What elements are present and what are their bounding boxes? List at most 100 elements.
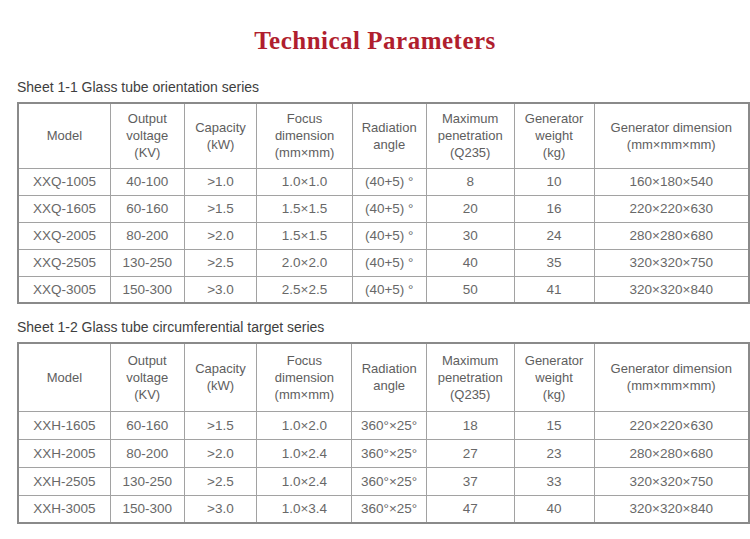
table-cell: XXQ-2505 xyxy=(18,249,111,276)
table-cell: 80-200 xyxy=(111,222,185,249)
table-cell: >3.0 xyxy=(184,276,257,303)
table-cell: XXQ-3005 xyxy=(18,276,111,303)
header-row: ModelOutput voltage (KV)Capacity (kW)Foc… xyxy=(18,103,749,168)
column-header: Generator weight (kg) xyxy=(514,103,594,168)
table-cell: 160×180×540 xyxy=(594,168,749,195)
table-cell: 220×220×630 xyxy=(594,411,749,439)
table-caption-sheet-1-2: Sheet 1-2 Glass tube circumferential tar… xyxy=(17,319,750,335)
table-row: XXH-200580-200>2.01.0×2.4360°×25°2723280… xyxy=(18,439,749,467)
table-cell: 41 xyxy=(514,276,594,303)
table-cell: (40+5) ° xyxy=(352,222,426,249)
table-row: XXQ-200580-200>2.01.5×1.5(40+5) °3024280… xyxy=(18,222,749,249)
table-cell: 15 xyxy=(514,411,594,439)
table-cell: 47 xyxy=(426,495,514,523)
page-title: Technical Parameters xyxy=(0,26,750,55)
glass-tube-orientation-table: ModelOutput voltage (KV)Capacity (kW)Foc… xyxy=(17,102,750,304)
table-cell: 60-160 xyxy=(111,195,185,222)
column-header: Focus dimension (mm×mm) xyxy=(257,343,352,411)
table-cell: 2.5×2.5 xyxy=(257,276,352,303)
table-cell: 20 xyxy=(426,195,514,222)
table-cell: 320×320×750 xyxy=(594,249,749,276)
table-cell: >2.5 xyxy=(184,467,257,495)
page: Technical Parameters Sheet 1-1 Glass tub… xyxy=(0,26,750,539)
table-cell: 10 xyxy=(514,168,594,195)
table-cell: 360°×25° xyxy=(352,467,426,495)
table-cell: XXH-1605 xyxy=(18,411,110,439)
table-cell: >1.0 xyxy=(184,168,257,195)
header-row: ModelOutput voltage (KV)Capacity (kW)Foc… xyxy=(18,343,749,411)
table-row: XXH-2505130-250>2.51.0×2.4360°×25°373332… xyxy=(18,467,749,495)
table-cell: 360°×25° xyxy=(352,439,426,467)
table-cell: (40+5) ° xyxy=(352,168,426,195)
table-cell: 1.5×1.5 xyxy=(257,195,352,222)
column-header: Capacity (kW) xyxy=(184,103,257,168)
table-cell: 40-100 xyxy=(111,168,185,195)
table-cell: 1.0×2.0 xyxy=(257,411,352,439)
table-cell: 24 xyxy=(514,222,594,249)
table-cell: 130-250 xyxy=(111,249,185,276)
column-header: Generator weight (kg) xyxy=(514,343,594,411)
column-header: Radiation angle xyxy=(352,103,426,168)
table-cell: 80-200 xyxy=(110,439,184,467)
table-cell: 50 xyxy=(426,276,514,303)
table-cell: 27 xyxy=(426,439,514,467)
table-cell: XXH-2005 xyxy=(18,439,110,467)
table-cell: 1.0×3.4 xyxy=(257,495,352,523)
table-cell: 1.0×1.0 xyxy=(257,168,352,195)
table-cell: 60-160 xyxy=(110,411,184,439)
table-cell: 150-300 xyxy=(110,495,184,523)
column-header: Model xyxy=(18,103,111,168)
column-header: Generator dimension (mm×mm×mm) xyxy=(594,103,749,168)
column-header: Maximum penetration (Q235) xyxy=(426,343,514,411)
table-cell: 360°×25° xyxy=(352,495,426,523)
table-cell: 40 xyxy=(426,249,514,276)
table-cell: XXQ-1005 xyxy=(18,168,111,195)
table-cell: 30 xyxy=(426,222,514,249)
table-cell: >2.5 xyxy=(184,249,257,276)
table-cell: (40+5) ° xyxy=(352,276,426,303)
column-header: Output voltage (KV) xyxy=(110,343,184,411)
column-header: Capacity (kW) xyxy=(184,343,257,411)
table-cell: 320×320×840 xyxy=(594,276,749,303)
table-row: XXQ-100540-100>1.01.0×1.0(40+5) °810160×… xyxy=(18,168,749,195)
table-cell: 23 xyxy=(514,439,594,467)
table-cell: 1.0×2.4 xyxy=(257,467,352,495)
table-cell: 8 xyxy=(426,168,514,195)
column-header: Focus dimension (mm×mm) xyxy=(257,103,352,168)
table-cell: >3.0 xyxy=(184,495,257,523)
table-cell: 1.5×1.5 xyxy=(257,222,352,249)
table-cell: XXQ-1605 xyxy=(18,195,111,222)
column-header: Model xyxy=(18,343,110,411)
table-cell: 16 xyxy=(514,195,594,222)
column-header: Radiation angle xyxy=(352,343,426,411)
table-cell: 33 xyxy=(514,467,594,495)
table-cell: 220×220×630 xyxy=(594,195,749,222)
table-cell: 320×320×750 xyxy=(594,467,749,495)
table-cell: XXH-2505 xyxy=(18,467,110,495)
table-cell: 40 xyxy=(514,495,594,523)
table-cell: 320×320×840 xyxy=(594,495,749,523)
glass-tube-circumferential-table: ModelOutput voltage (KV)Capacity (kW)Foc… xyxy=(17,342,750,524)
table-cell: XXH-3005 xyxy=(18,495,110,523)
table-cell: 280×280×680 xyxy=(594,439,749,467)
table-cell: XXQ-2005 xyxy=(18,222,111,249)
table-cell: 18 xyxy=(426,411,514,439)
table-caption-sheet-1-1: Sheet 1-1 Glass tube orientation series xyxy=(17,79,750,95)
table-cell: 1.0×2.4 xyxy=(257,439,352,467)
column-header: Generator dimension (mm×mm×mm) xyxy=(594,343,749,411)
table-row: XXQ-3005150-300>3.02.5×2.5(40+5) °504132… xyxy=(18,276,749,303)
table-cell: >2.0 xyxy=(184,222,257,249)
column-header: Output voltage (KV) xyxy=(111,103,185,168)
table-cell: 37 xyxy=(426,467,514,495)
table-cell: (40+5) ° xyxy=(352,249,426,276)
column-header: Maximum penetration (Q235) xyxy=(426,103,514,168)
table-row: XXH-160560-160>1.51.0×2.0360°×25°1815220… xyxy=(18,411,749,439)
table-row: XXQ-2505130-250>2.52.0×2.0(40+5) °403532… xyxy=(18,249,749,276)
table-cell: 280×280×680 xyxy=(594,222,749,249)
table-cell: 360°×25° xyxy=(352,411,426,439)
table-cell: (40+5) ° xyxy=(352,195,426,222)
table-row: XXH-3005150-300>3.01.0×3.4360°×25°474032… xyxy=(18,495,749,523)
table-cell: 130-250 xyxy=(110,467,184,495)
table-cell: 35 xyxy=(514,249,594,276)
table-cell: >2.0 xyxy=(184,439,257,467)
